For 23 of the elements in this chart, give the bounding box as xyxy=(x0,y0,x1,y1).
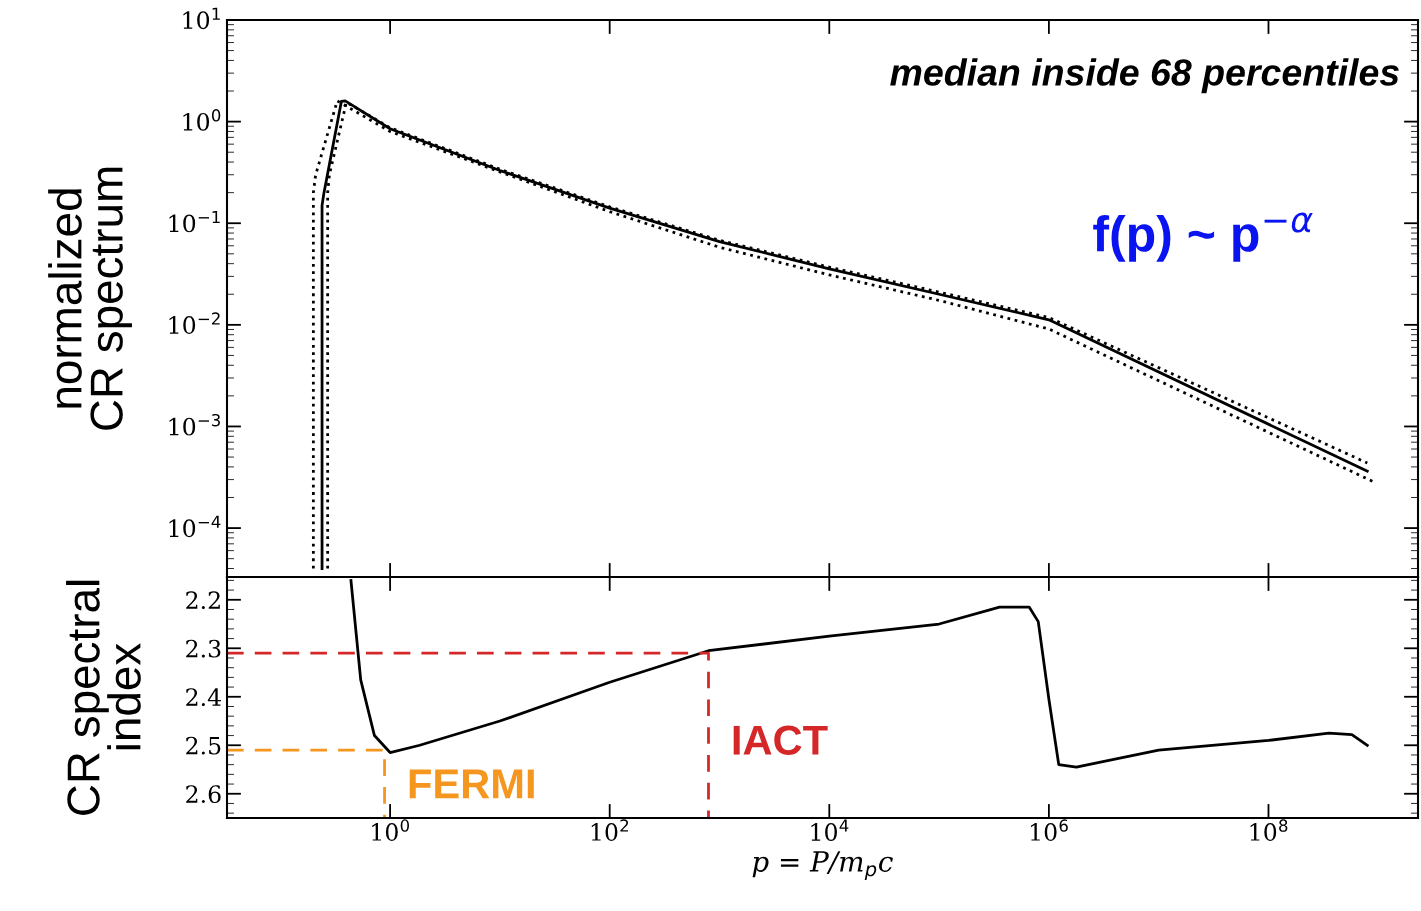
series-label: IACT xyxy=(733,725,828,755)
y-tick-label: 10$^{−3}$ xyxy=(169,413,220,436)
y-axis-title: normalized CR spectrum xyxy=(48,167,132,430)
y-tick-label: 10$^{−4}$ xyxy=(169,515,221,538)
x-tick-label: 10$^{6}$ xyxy=(1030,819,1068,841)
y-tick-label: 10$^{1}$ xyxy=(183,7,220,30)
y-tick-label: 2.6 xyxy=(186,785,221,804)
y-axis-title: CR spectral index xyxy=(66,580,141,815)
x-tick-label: 10$^{8}$ xyxy=(1250,819,1288,841)
x-tick-label: 10$^{0}$ xyxy=(372,819,410,841)
annotation: f(p) ~ p$^{−α}$ xyxy=(1093,212,1313,262)
y-tick-label: 2.3 xyxy=(186,639,221,658)
y-tick-label: 10$^{−1}$ xyxy=(169,210,220,233)
x-axis-title: p = P/m$_{p}$c xyxy=(752,851,893,881)
annotation: median inside 68 percentiles xyxy=(890,58,1399,94)
y-tick-label: 2.5 xyxy=(186,736,221,755)
y-tick-label: 10$^{0}$ xyxy=(183,109,221,131)
y-tick-label: 10$^{−2}$ xyxy=(169,312,220,334)
x-tick-label: 10$^{4}$ xyxy=(811,819,849,841)
y-tick-label: 2.4 xyxy=(186,688,221,707)
x-tick-label: 10$^{2}$ xyxy=(591,819,629,841)
series-label: FERMI xyxy=(409,769,534,799)
y-tick-label: 2.2 xyxy=(186,591,220,610)
